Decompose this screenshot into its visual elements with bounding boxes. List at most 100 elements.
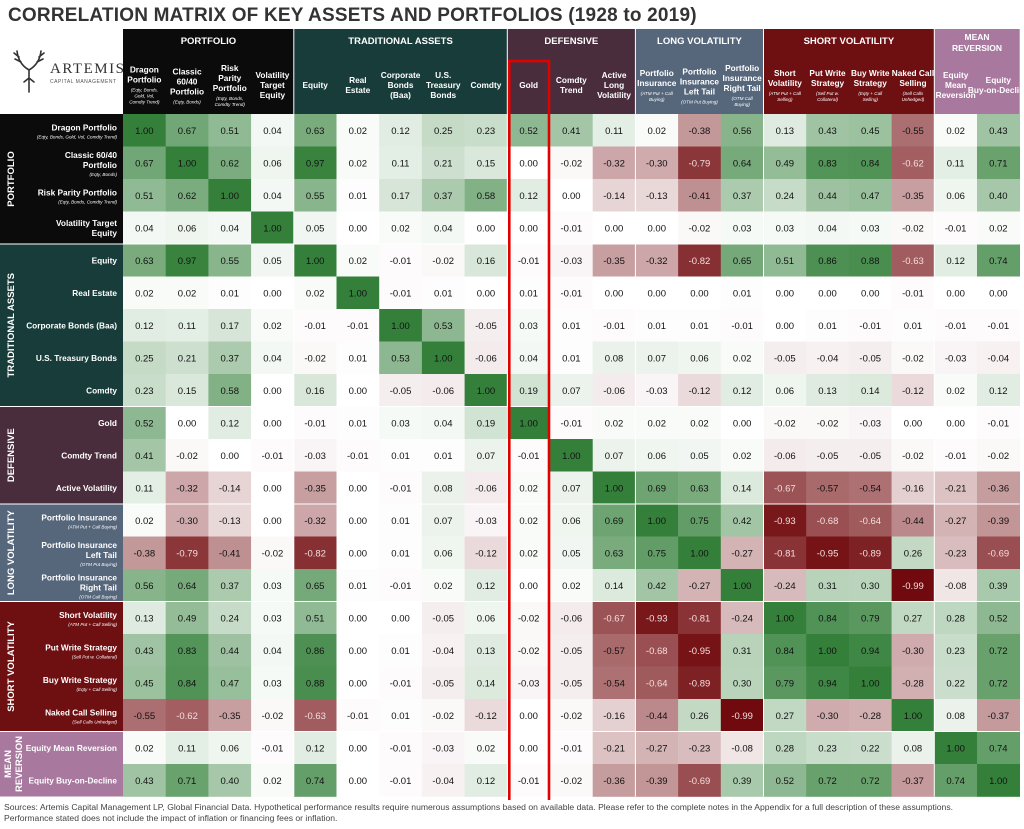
heatmap-cell [507,601,551,635]
heatmap-cell-value: -0.14 [219,483,241,494]
column-header-label: Portfolio Insurance Right Tail [723,63,763,93]
heatmap-cell [592,146,636,180]
heatmap-cell-value: 0.88 [306,678,325,689]
heatmap-cell [251,374,295,407]
heatmap-cell-value: -0.39 [646,776,668,787]
heatmap-cell-value: 0.23 [135,386,154,397]
heatmap-cell [208,634,252,667]
heatmap-cell-value: 0.28 [776,743,795,754]
heatmap-cell [165,666,209,700]
heatmap-cell [421,341,465,375]
heatmap-cell [123,439,166,472]
heatmap-cell-value: 0.06 [477,613,496,624]
heatmap-cell [293,504,337,537]
heatmap-cell [806,341,850,375]
heatmap-cell [123,114,166,147]
source-note-line: Sources: Artemis Capital Management LP, … [4,802,954,812]
heatmap-cell [848,276,892,310]
heatmap-cell-value: 0.12 [946,256,965,267]
heatmap-cell [379,764,423,797]
heatmap-cell [251,211,295,245]
heatmap-cell [507,146,551,180]
heatmap-cell-value: 0.44 [818,191,837,202]
heatmap-cell [123,601,166,635]
heatmap-cell [678,406,722,440]
heatmap-cell-value: 0.00 [263,418,282,429]
heatmap-cell-value: -0.01 [390,776,412,787]
heatmap-cell [977,309,1020,342]
heatmap-cell [293,731,337,765]
heatmap-cell-value: 1.00 [818,646,837,657]
heatmap-cell-value: 0.84 [818,613,837,624]
heatmap-cell [507,471,551,505]
heatmap-cell [421,634,465,667]
column-header-label: Corporate Bonds (Baa) [381,70,421,100]
heatmap-cell [806,406,850,440]
heatmap-cell-value: -0.06 [561,613,583,624]
heatmap-cell-value: 0.03 [263,581,282,592]
heatmap-cell [891,504,935,537]
heatmap-cell-value: 0.24 [776,191,795,202]
heatmap-cell [336,504,380,537]
heatmap-cell [293,309,337,342]
heatmap-cell [848,211,892,245]
heatmap-cell [379,211,423,245]
heatmap-cell [208,666,252,700]
heatmap-cell-value: 0.02 [306,288,325,299]
heatmap-cell [208,764,252,797]
group-side-bg [0,406,123,504]
heatmap-cell-value: 0.02 [135,743,154,754]
heatmap-cell [635,309,679,342]
heatmap-cell [293,114,337,147]
heatmap-cell [208,341,252,375]
heatmap-cell-value: -0.55 [134,711,156,722]
heatmap-cell-value: 0.01 [818,321,837,332]
heatmap-cell-value: 0.02 [648,418,667,429]
heatmap-cell-value: -0.23 [945,548,967,559]
heatmap-cell-value: -0.12 [475,548,497,559]
heatmap-cell [165,114,209,147]
heatmap-cell [977,211,1020,245]
column-header-label: Gold [519,80,538,90]
heatmap-cell-value: -0.69 [689,776,711,787]
heatmap-cell [934,406,978,440]
heatmap-cell [165,146,209,180]
heatmap-cell [806,504,850,537]
heatmap-cell [336,146,380,180]
heatmap-cell [464,406,508,440]
row-header-sublabel: (Sell Put w. Collateral) [72,654,118,659]
heatmap-cell-value: 0.01 [349,581,368,592]
column-header-sublabel: (OTM Put Buying) [681,100,718,105]
heatmap-cell-value: -0.35 [304,483,326,494]
column-header-sublabel: (ATM Put + Call Buying) [641,91,674,102]
heatmap-cell [251,439,295,472]
heatmap-cell-value: 0.14 [861,386,880,397]
heatmap-cell-value: -0.12 [475,711,497,722]
heatmap-cell-value: 0.02 [733,353,752,364]
heatmap-cell-value: 0.04 [221,223,240,234]
group-header-bg [293,29,508,114]
heatmap-cell-value: 0.86 [306,646,325,657]
heatmap-cell-value: -0.05 [475,321,497,332]
heatmap-cell [251,601,295,635]
heatmap-cell-value: 0.02 [263,321,282,332]
heatmap-cell [165,374,209,407]
heatmap-cell [977,276,1020,310]
logo-area-bg [0,29,123,114]
heatmap-cell [421,731,465,765]
heatmap-cell-value: -0.04 [817,353,839,364]
heatmap-cell [848,731,892,765]
heatmap-cell [891,244,935,277]
heatmap-cell-value: -0.37 [902,776,924,787]
heatmap-cell-value: 0.04 [434,223,453,234]
heatmap-cell [592,634,636,667]
heatmap-cell [977,504,1020,537]
heatmap-cell-value: -0.28 [859,711,881,722]
heatmap-cell-value: -0.57 [817,483,839,494]
heatmap-cell-value: 0.01 [349,418,368,429]
row-header-label: Gold [98,418,117,428]
heatmap-cell-value: 0.05 [263,256,282,267]
heatmap-cell-value: 1.00 [562,451,581,462]
heatmap-cell [165,504,209,537]
heatmap-cell [336,764,380,797]
